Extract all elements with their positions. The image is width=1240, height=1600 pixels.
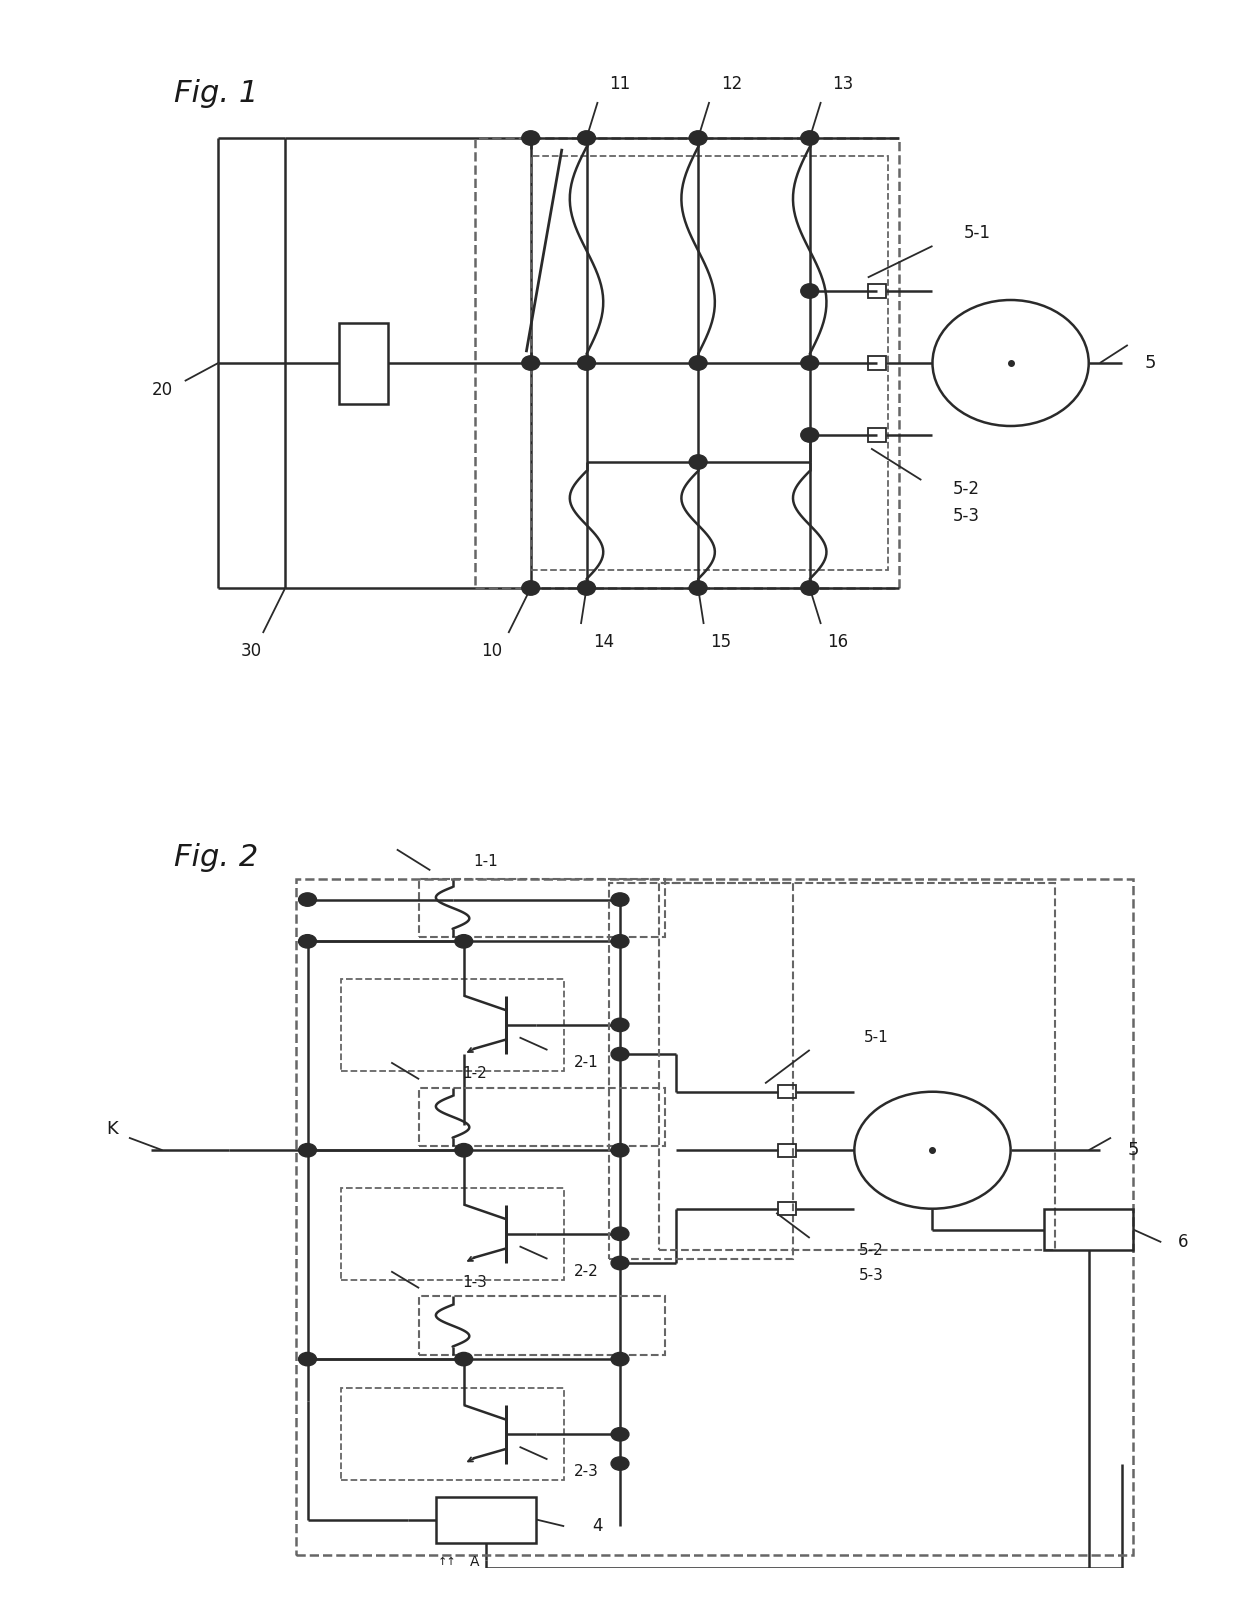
- Text: 2-2: 2-2: [574, 1264, 599, 1278]
- Text: 5-2: 5-2: [952, 480, 980, 498]
- Text: 30: 30: [241, 642, 263, 659]
- Circle shape: [611, 893, 629, 906]
- Circle shape: [299, 893, 316, 906]
- Circle shape: [611, 934, 629, 949]
- Bar: [531, 157, 888, 570]
- Text: 16: 16: [827, 634, 848, 651]
- Text: 5: 5: [1127, 1141, 1140, 1160]
- Bar: [341, 979, 564, 1070]
- Text: 5-1: 5-1: [963, 224, 991, 242]
- Circle shape: [689, 355, 707, 370]
- Text: 5-2: 5-2: [859, 1243, 883, 1258]
- Circle shape: [689, 454, 707, 469]
- Circle shape: [689, 131, 707, 146]
- Text: 1-1: 1-1: [474, 854, 498, 869]
- Bar: [779, 1144, 796, 1157]
- Circle shape: [522, 355, 539, 370]
- Circle shape: [611, 1018, 629, 1032]
- Circle shape: [611, 1144, 629, 1157]
- Text: 20: 20: [151, 381, 174, 398]
- Circle shape: [611, 1256, 629, 1270]
- Text: 4: 4: [593, 1517, 603, 1536]
- Bar: [296, 878, 1133, 1555]
- Circle shape: [455, 1144, 472, 1157]
- Text: Fig. 1: Fig. 1: [174, 78, 258, 107]
- Circle shape: [522, 131, 539, 146]
- Bar: [779, 1085, 796, 1099]
- Bar: [868, 283, 885, 298]
- Text: 1-3: 1-3: [463, 1275, 487, 1290]
- Text: 5-3: 5-3: [952, 507, 980, 525]
- Bar: [868, 427, 885, 442]
- Text: ↑↑: ↑↑: [438, 1557, 456, 1566]
- Circle shape: [611, 1048, 629, 1061]
- Bar: [475, 138, 899, 587]
- Bar: [868, 355, 885, 370]
- Bar: [419, 1296, 665, 1355]
- Text: K: K: [107, 1120, 118, 1138]
- Circle shape: [455, 1352, 472, 1366]
- Circle shape: [611, 1427, 629, 1442]
- Circle shape: [801, 355, 818, 370]
- Text: 5-1: 5-1: [864, 1030, 889, 1045]
- Bar: [341, 1187, 564, 1280]
- Bar: [341, 1389, 564, 1480]
- Circle shape: [299, 934, 316, 949]
- Bar: [436, 1498, 537, 1542]
- Text: 15: 15: [709, 634, 732, 651]
- Bar: [339, 323, 388, 403]
- Bar: [419, 878, 665, 938]
- Text: 12: 12: [720, 75, 743, 93]
- Text: 5-3: 5-3: [858, 1269, 884, 1283]
- Circle shape: [689, 581, 707, 595]
- Bar: [779, 1202, 796, 1216]
- Circle shape: [611, 1458, 629, 1470]
- Circle shape: [578, 355, 595, 370]
- Circle shape: [611, 1227, 629, 1240]
- Text: 6: 6: [1178, 1234, 1189, 1251]
- Bar: [660, 883, 1055, 1251]
- Text: A: A: [470, 1555, 480, 1570]
- Text: 11: 11: [609, 75, 631, 93]
- Circle shape: [578, 131, 595, 146]
- Bar: [1044, 1208, 1133, 1251]
- Circle shape: [801, 283, 818, 298]
- Circle shape: [801, 427, 818, 442]
- Text: 14: 14: [593, 634, 614, 651]
- Text: 2-1: 2-1: [574, 1054, 599, 1070]
- Circle shape: [299, 1352, 316, 1366]
- Circle shape: [299, 1144, 316, 1157]
- Circle shape: [801, 581, 818, 595]
- Text: 13: 13: [832, 75, 854, 93]
- Text: Fig. 2: Fig. 2: [174, 843, 258, 872]
- Text: 5: 5: [1145, 354, 1156, 371]
- Text: 1-2: 1-2: [463, 1066, 487, 1082]
- Circle shape: [578, 581, 595, 595]
- Circle shape: [455, 934, 472, 949]
- Circle shape: [522, 581, 539, 595]
- Text: 10: 10: [481, 642, 502, 659]
- Circle shape: [801, 131, 818, 146]
- Bar: [609, 883, 794, 1259]
- Text: 2-3: 2-3: [574, 1464, 599, 1480]
- Bar: [419, 1088, 665, 1146]
- Circle shape: [611, 1352, 629, 1366]
